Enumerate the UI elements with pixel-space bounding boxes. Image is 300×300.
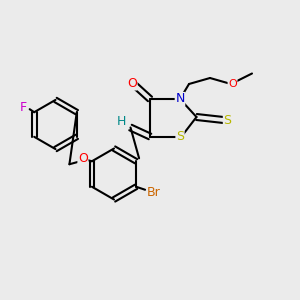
Text: S: S	[224, 114, 231, 127]
Text: F: F	[20, 101, 27, 114]
Text: H: H	[117, 115, 126, 128]
Text: O: O	[228, 79, 237, 89]
Text: O: O	[127, 77, 137, 90]
Text: Br: Br	[147, 186, 161, 199]
Text: S: S	[176, 130, 184, 143]
Text: O: O	[78, 152, 88, 165]
Text: N: N	[175, 92, 185, 106]
